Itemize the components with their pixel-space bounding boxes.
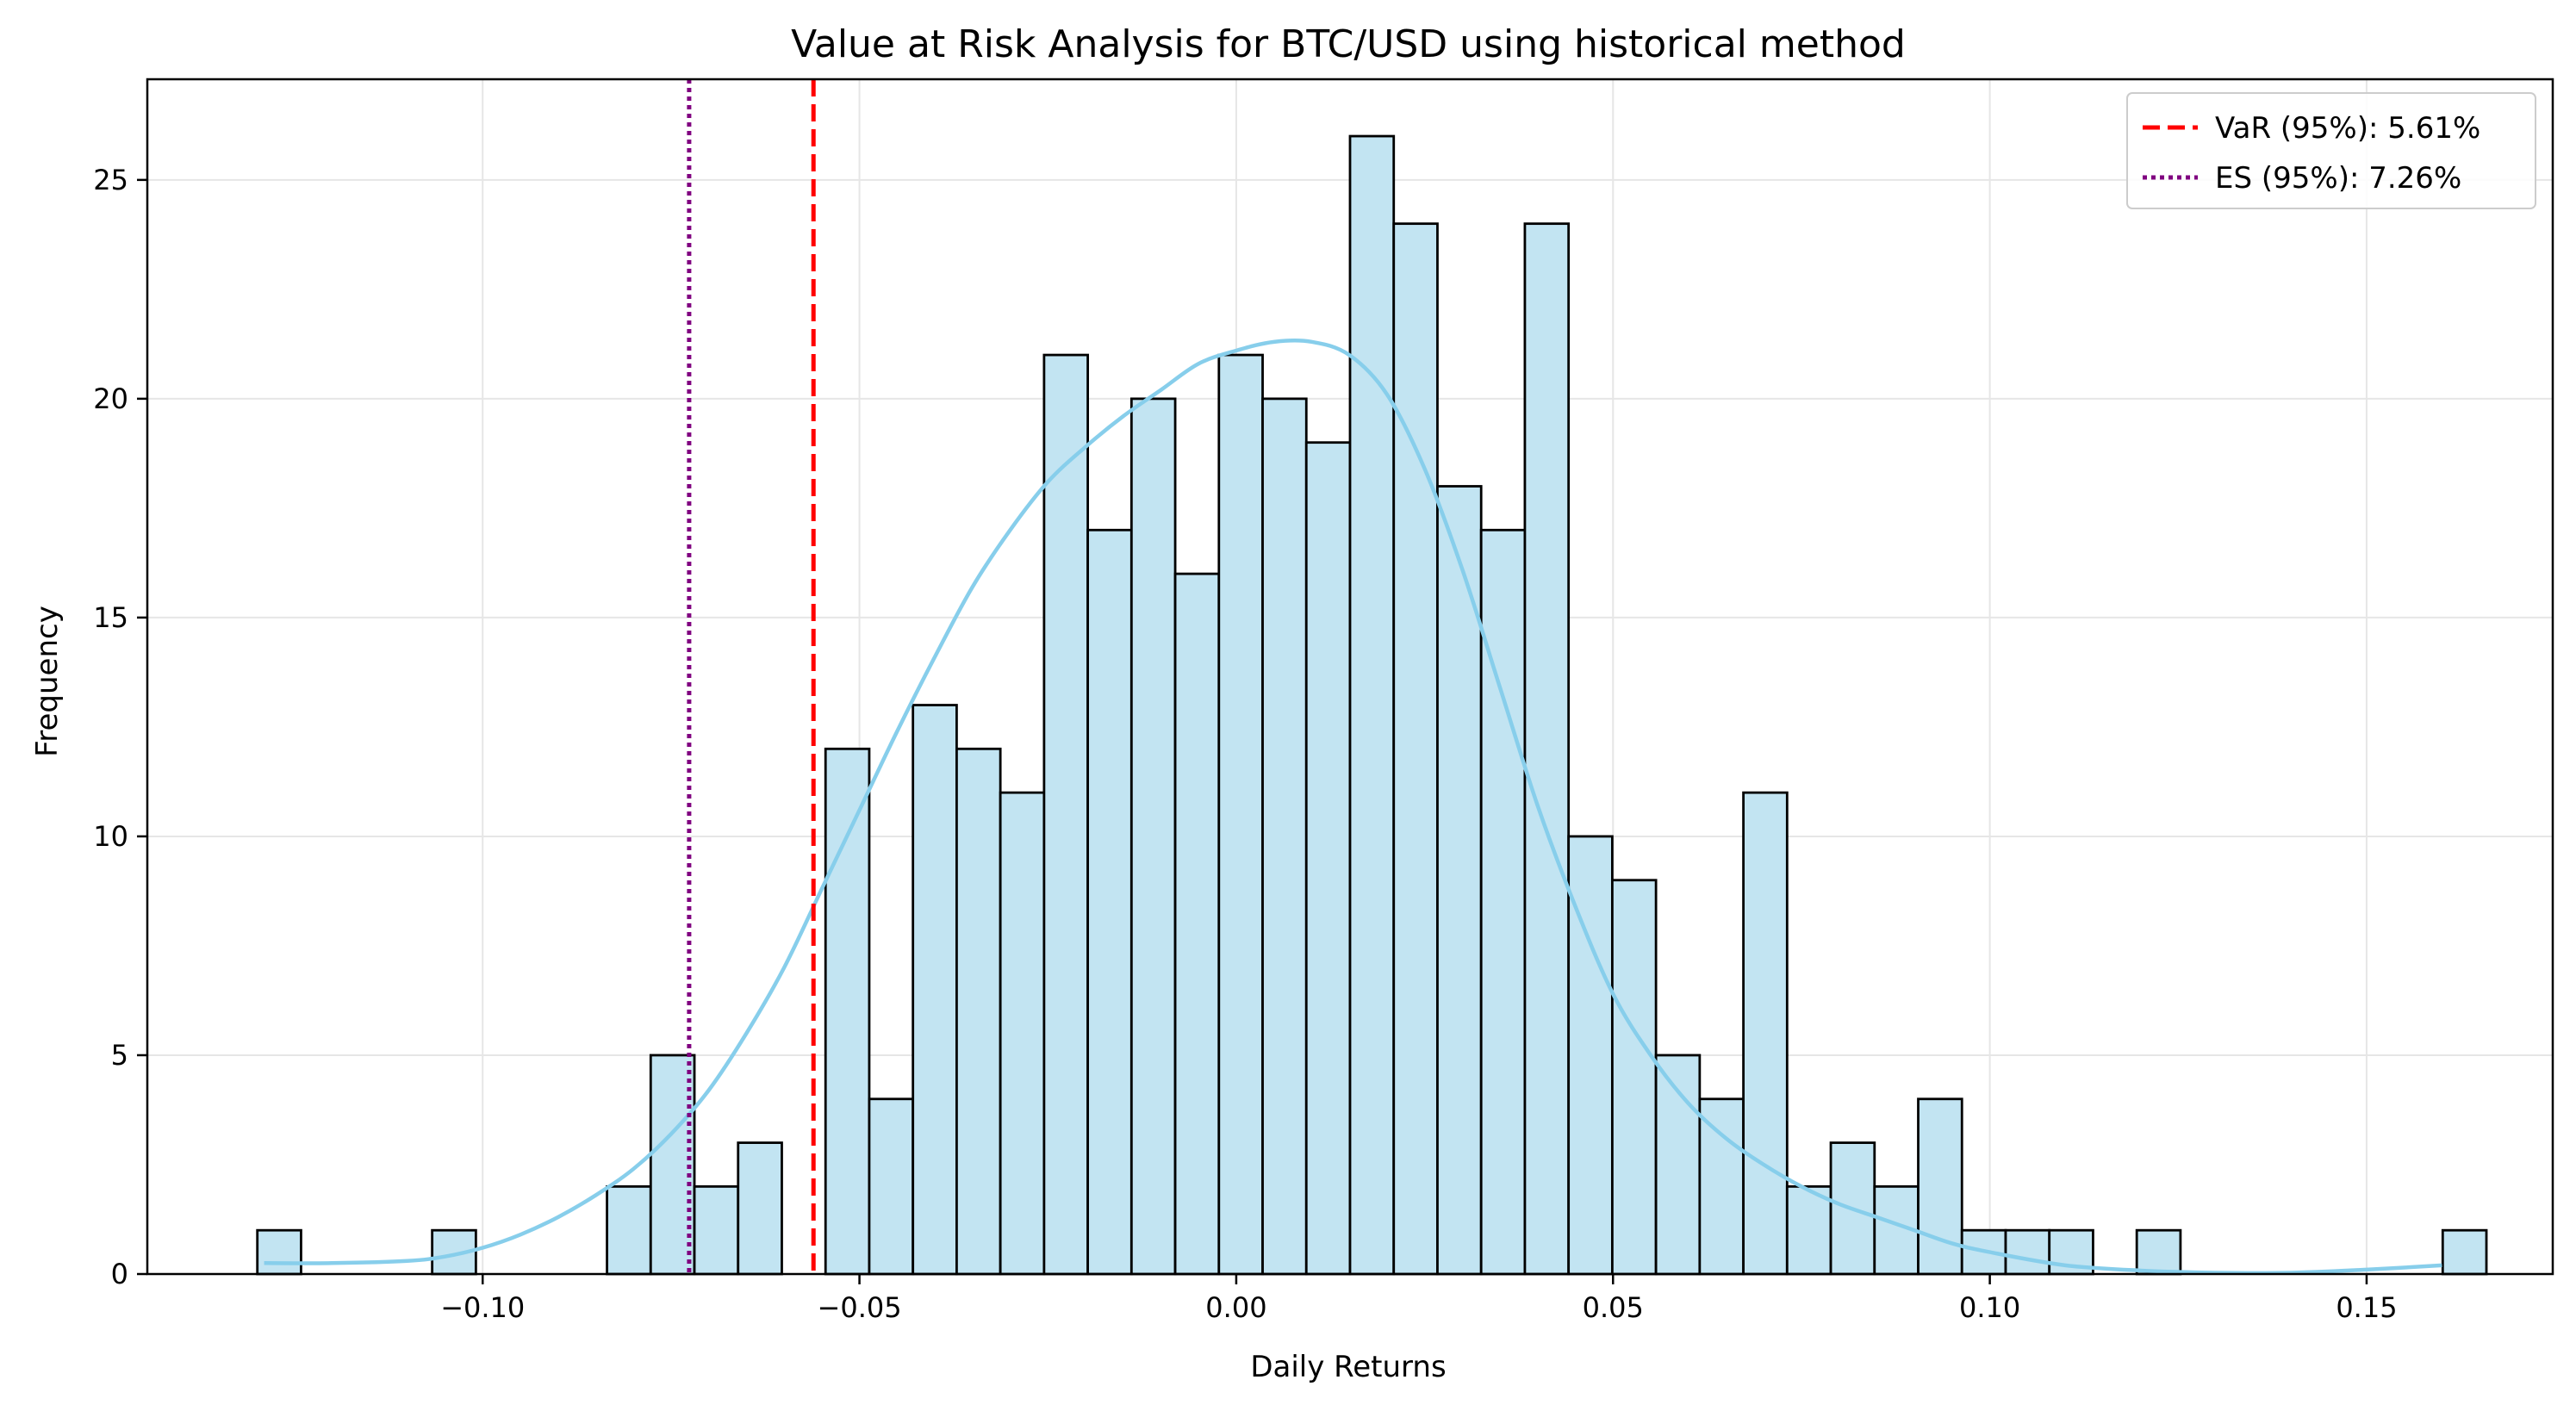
histogram-bar xyxy=(1042,353,1090,1276)
chart-title: Value at Risk Analysis for BTC/USD using… xyxy=(791,22,1906,66)
histogram-bar xyxy=(1610,879,1658,1276)
histogram-bar xyxy=(2004,1228,2051,1276)
histogram-bar xyxy=(824,747,871,1276)
y-axis-ticks: 0 5 10 15 20 25 xyxy=(93,164,147,1290)
x-tick-label: 0.05 xyxy=(1583,1291,1644,1324)
y-tick-label: 25 xyxy=(93,164,128,196)
y-tick-label: 15 xyxy=(93,601,128,634)
histogram-bar xyxy=(737,1141,783,1276)
x-tick-label: 0.00 xyxy=(1205,1291,1266,1324)
histogram-bar xyxy=(1742,791,1789,1276)
x-axis-ticks: −0.10 −0.05 0.00 0.05 0.10 0.15 xyxy=(440,1274,2398,1324)
x-axis-title: Daily Returns xyxy=(1250,1350,1446,1384)
legend-label: ES (95%): 7.26% xyxy=(2215,161,2461,196)
histogram-bar xyxy=(955,747,1002,1276)
histogram-bar xyxy=(1523,222,1571,1276)
histogram-bar xyxy=(606,1184,652,1276)
histogram-bar xyxy=(1217,353,1264,1276)
histogram-bar xyxy=(256,1228,302,1276)
y-tick-label: 5 xyxy=(111,1039,128,1072)
x-tick-label: −0.05 xyxy=(818,1291,902,1324)
legend-box xyxy=(2126,92,2536,209)
histogram-bar xyxy=(1392,222,1439,1276)
histogram-bar xyxy=(1873,1184,1920,1276)
reference-lines xyxy=(687,79,816,1274)
histogram-bar xyxy=(1654,1054,1702,1276)
legend-label: VaR (95%): 5.61% xyxy=(2215,111,2480,146)
legend: VaR (95%): 5.61% ES (95%): 7.26% xyxy=(2126,92,2536,209)
histogram-bars xyxy=(256,134,2488,1276)
histogram-bar xyxy=(1086,528,1133,1276)
histogram-bar xyxy=(693,1184,740,1276)
histogram-bar xyxy=(2135,1228,2182,1276)
histogram-bar xyxy=(1304,441,1352,1276)
histogram-bar xyxy=(1173,572,1221,1276)
y-tick-label: 0 xyxy=(111,1258,128,1290)
y-axis-title: Frequency xyxy=(30,606,65,757)
kde-line xyxy=(264,338,2442,1276)
histogram-bar xyxy=(1129,397,1177,1276)
x-tick-label: −0.10 xyxy=(440,1291,525,1324)
x-tick-label: 0.15 xyxy=(2336,1291,2397,1324)
histogram-bar xyxy=(1698,1097,1745,1276)
histogram-bar xyxy=(1348,134,1396,1276)
histogram-bar xyxy=(2441,1228,2488,1276)
histogram-bar xyxy=(912,704,958,1276)
histogram-bar xyxy=(999,791,1046,1276)
histogram-bar xyxy=(1479,528,1527,1276)
plot-frame xyxy=(146,78,2554,1276)
histogram-bar xyxy=(868,1097,915,1276)
histogram-bar xyxy=(1261,397,1308,1276)
histogram-bar xyxy=(1917,1097,1963,1276)
x-tick-label: 0.10 xyxy=(1959,1291,2020,1324)
y-tick-label: 10 xyxy=(93,820,128,853)
kde-curve xyxy=(264,338,2442,1276)
y-tick-label: 20 xyxy=(93,382,128,415)
